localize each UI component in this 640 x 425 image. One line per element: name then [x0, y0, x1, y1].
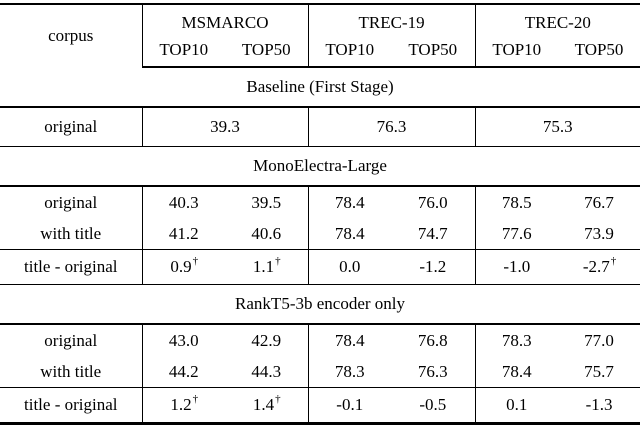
row-label: with title [0, 356, 142, 388]
metric-cell: 76.3 [391, 356, 476, 388]
col-header-msmarco-top10: TOP10 [141, 36, 225, 68]
metric-cell: 0.0 [307, 249, 392, 285]
metric-cell: 76.0 [417, 192, 448, 212]
dagger-marker: † [192, 393, 199, 406]
section-title-baseline: Baseline (First Stage) [0, 67, 640, 108]
metric-cell: 78.5 [474, 186, 559, 218]
metric-cell: 39.5 [251, 192, 282, 212]
metric-cell: -2.7† [558, 249, 640, 285]
metric-cell: 74.7 [391, 218, 476, 250]
section-title-monoelectra: MonoElectra-Large [0, 146, 640, 187]
table-row-baseline-original: original 39.3 76.3 75.3 [0, 107, 640, 147]
col-header-trec19-top10: TOP10 [307, 36, 392, 68]
metric-cell: 41.2 [141, 218, 225, 250]
metric-cell: 75.7 [558, 356, 640, 388]
metric-cell-trec20: 75.3 [474, 107, 640, 147]
metric-cell: 0.1 [474, 387, 559, 424]
dagger-marker: † [275, 255, 281, 268]
metric-cell: 78.4 [307, 186, 392, 218]
dagger-marker: † [610, 255, 617, 268]
header-row-subcols: TOP10 TOP50 TOP10 TOP50 TOP10 TOP50 [0, 36, 640, 68]
section-title-text: RankT5-3b encoder only [0, 284, 640, 325]
results-table: corpus MSMARCO TREC-19 TREC-20 TOP10 TOP… [0, 3, 640, 425]
metric-cell: 78.3 [307, 356, 392, 388]
metric-cell: 42.9 [251, 330, 282, 350]
table-row-mono-with-title: with title 41.2 40.6 78.4 74.7 77.6 73.9 [0, 218, 640, 250]
metric-cell: 0.9† [141, 249, 225, 285]
metric-cell: 43.0 [141, 324, 225, 356]
group-header-msmarco: MSMARCO [141, 4, 309, 36]
row-label: original [44, 330, 98, 350]
metric-cell: -1.2 [391, 249, 476, 285]
metric-cell: 73.9 [558, 218, 640, 250]
metric-cell: 78.3 [474, 324, 559, 356]
section-title-text: Baseline (First Stage) [0, 67, 640, 108]
col-header-trec20-top50: TOP50 [558, 36, 640, 68]
table-row-mono-diff: title - original 0.9† 1.1† 0.0 -1.2 -1.0… [0, 249, 640, 285]
metric-cell: 44.3 [225, 356, 309, 388]
metric-cell: 40.6 [225, 218, 309, 250]
corpus-header: corpus [48, 26, 94, 45]
row-label: title - original [0, 249, 142, 285]
table-row-rankt5-diff: title - original 1.2† 1.4† -0.1 -0.5 0.1… [0, 387, 640, 424]
col-header-trec20-top10: TOP10 [474, 36, 559, 68]
metric-cell: -0.1 [307, 387, 392, 424]
row-label: original [0, 107, 142, 147]
table-row-rankt5-original: original 43.0 42.9 78.4 76.8 78.3 77.0 [0, 324, 640, 356]
metric-cell: -1.3 [585, 395, 613, 414]
metric-cell: -0.5 [419, 395, 447, 414]
dagger-marker: † [192, 255, 199, 268]
metric-cell: 76.8 [417, 330, 448, 350]
metric-cell: 40.3 [141, 186, 225, 218]
group-header-trec20: TREC-20 [474, 4, 640, 36]
col-header-trec19-top50: TOP50 [391, 36, 476, 68]
metric-cell: 1.4† [252, 393, 281, 414]
metric-cell: -1.0 [474, 249, 559, 285]
metric-cell-trec19: 76.3 [307, 107, 476, 147]
metric-cell: 44.2 [141, 356, 225, 388]
table-row-mono-original: original 40.3 39.5 78.4 76.0 78.5 76.7 [0, 186, 640, 218]
row-label: original [44, 192, 98, 212]
metric-cell: 76.7 [584, 192, 614, 212]
row-label: with title [0, 218, 142, 250]
table-row-rankt5-with-title: with title 44.2 44.3 78.3 76.3 78.4 75.7 [0, 356, 640, 388]
col-header-msmarco-top50: TOP50 [225, 36, 309, 68]
metric-cell: 78.4 [307, 324, 392, 356]
metric-cell: 1.2† [141, 387, 225, 424]
section-title-text: MonoElectra-Large [0, 146, 640, 187]
group-header-trec19: TREC-19 [307, 4, 476, 36]
row-label: title - original [24, 395, 118, 414]
section-title-rankt5: RankT5-3b encoder only [0, 284, 640, 325]
metric-cell: 1.1† [225, 249, 309, 285]
metric-cell: 77.6 [474, 218, 559, 250]
metric-cell: 78.4 [474, 356, 559, 388]
metric-cell: 78.4 [307, 218, 392, 250]
metric-cell-msmarco: 39.3 [141, 107, 309, 147]
metric-cell: 77.0 [584, 330, 614, 350]
header-row-groups: corpus MSMARCO TREC-19 TREC-20 [0, 4, 640, 45]
dagger-marker: † [275, 393, 281, 406]
